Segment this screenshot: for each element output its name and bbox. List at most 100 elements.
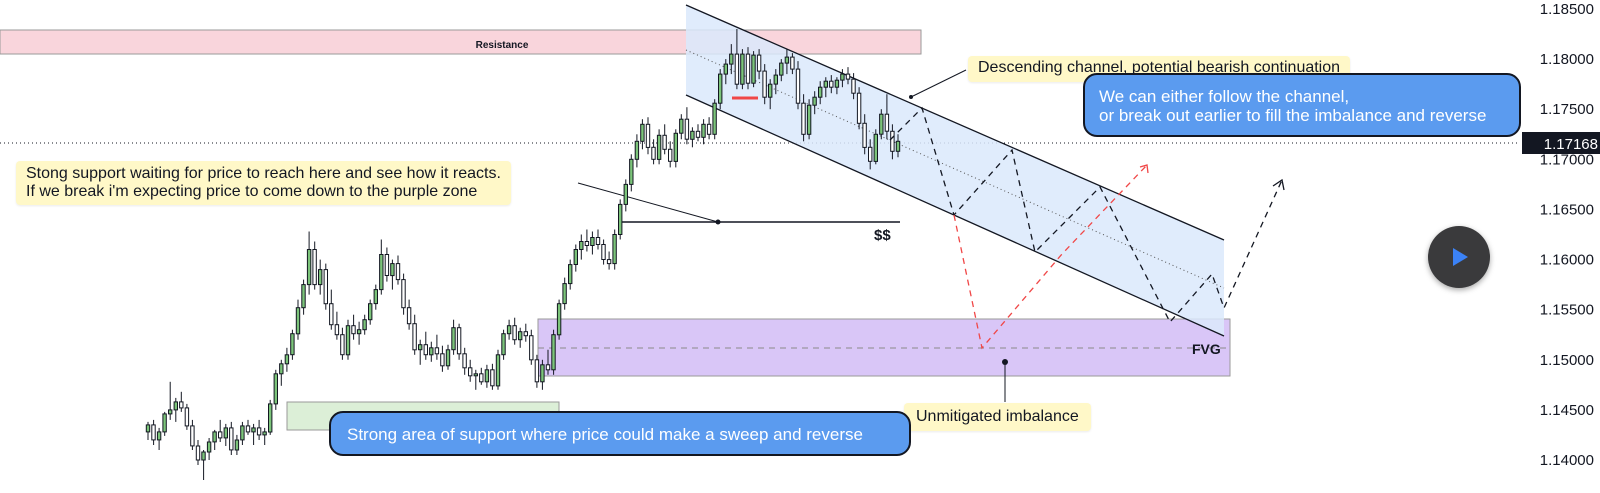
candle-bearish xyxy=(851,78,856,94)
candle-bearish xyxy=(734,53,740,85)
support-note-line1: Stong support waiting for price to reach… xyxy=(26,165,501,182)
channel-projection-path xyxy=(889,106,1283,324)
candle-bullish xyxy=(634,140,640,160)
candle-bearish xyxy=(462,353,467,369)
candle-bearish xyxy=(545,364,551,371)
candle-bullish xyxy=(623,183,628,205)
candle-bullish xyxy=(740,53,745,85)
price-axis[interactable]: 1.18500 1.18000 1.17500 1.17000 1.16500 1.160… xyxy=(1540,1,1594,469)
candle-bearish xyxy=(668,148,673,162)
candle-bearish xyxy=(423,344,429,356)
candle-bullish xyxy=(418,344,423,351)
candle-bullish xyxy=(373,289,379,305)
candle-bearish xyxy=(190,425,195,447)
candle-bearish xyxy=(606,259,612,265)
candle-bullish xyxy=(779,62,784,76)
candle-bearish xyxy=(490,369,495,387)
candle-bearish xyxy=(523,331,528,337)
channel-note-anchor xyxy=(909,95,913,99)
play-icon xyxy=(1453,248,1468,266)
candle-bearish xyxy=(384,254,390,276)
support-bubble: Strong area of support where price could… xyxy=(329,411,911,456)
price-tick-label: 1.15000 xyxy=(1540,352,1594,369)
candle-bullish xyxy=(251,427,256,433)
imbalance-note: Unmitigated imbalance xyxy=(904,403,1091,431)
candle-bearish xyxy=(868,146,873,162)
candle-bullish xyxy=(673,132,678,162)
candle-bearish xyxy=(795,68,801,104)
candle-bullish xyxy=(718,73,723,104)
candle-bearish xyxy=(801,102,806,135)
candle-bullish xyxy=(773,74,778,85)
candle-bearish xyxy=(529,335,534,361)
candle-bearish xyxy=(395,263,401,281)
candle-bearish xyxy=(334,324,340,336)
candle-bullish xyxy=(618,203,623,235)
channel-bubble-line1: We can either follow the channel, xyxy=(1099,87,1350,106)
candle-bearish xyxy=(434,347,440,355)
candle-bearish xyxy=(468,367,473,377)
candle-bullish xyxy=(540,364,545,383)
candle-bullish xyxy=(156,431,162,441)
candle-bearish xyxy=(601,244,606,260)
candle-bullish xyxy=(473,373,479,377)
candle-bullish xyxy=(834,79,840,88)
candle-bullish xyxy=(840,73,845,81)
candle-bearish xyxy=(856,92,862,124)
candle-bullish xyxy=(629,158,634,185)
candle-bullish xyxy=(729,53,734,65)
candle-bearish xyxy=(256,427,262,436)
candle-bullish xyxy=(873,133,878,162)
support-note-connector xyxy=(577,182,719,223)
descending-channel xyxy=(686,5,1224,336)
candle-bearish xyxy=(179,401,184,409)
channel-projection-arrowhead xyxy=(1272,178,1285,191)
candle-bullish xyxy=(284,354,290,365)
candle-bullish xyxy=(484,369,490,383)
candle-bullish xyxy=(712,102,717,135)
candle-bearish xyxy=(595,237,601,245)
candle-bearish xyxy=(151,424,156,441)
resistance-label: Resistance xyxy=(476,40,529,51)
support-note: Stong support waiting for price to reach… xyxy=(16,161,511,205)
candle-bullish xyxy=(518,331,523,341)
channel-lower-line xyxy=(685,94,1225,337)
candle-bearish xyxy=(534,359,540,383)
candle-bearish xyxy=(790,56,795,70)
price-tick-label: 1.14000 xyxy=(1540,452,1594,469)
candle-bullish xyxy=(823,80,828,88)
candle-bullish xyxy=(262,431,267,436)
breakout-projection-path xyxy=(953,164,1148,350)
candle-bearish xyxy=(845,73,851,80)
liquidity-label: $$ xyxy=(874,227,891,244)
candle-bearish xyxy=(479,373,484,383)
candle-bullish xyxy=(451,327,456,351)
channel-upper-line xyxy=(685,4,1225,241)
candle-bearish xyxy=(890,130,895,152)
candle-bullish xyxy=(145,424,151,433)
candle-bullish xyxy=(768,83,773,98)
candle-bearish xyxy=(184,407,190,427)
candle-bearish xyxy=(340,334,345,356)
play-button[interactable] xyxy=(1428,226,1490,288)
price-tick-label: 1.18000 xyxy=(1540,51,1594,68)
candle-bullish xyxy=(279,363,284,375)
candle-bearish xyxy=(329,303,334,326)
candle-bearish xyxy=(512,325,517,341)
channel-bubble: We can either follow the channel, or bre… xyxy=(1083,73,1521,137)
candle-bullish xyxy=(173,401,179,411)
price-tick-label: 1.15500 xyxy=(1540,302,1594,319)
candle-bearish xyxy=(456,327,462,355)
candle-bullish xyxy=(556,303,562,336)
support-note-line2: If we break i'm expecting price to come … xyxy=(26,183,478,200)
candle-bullish xyxy=(306,249,312,286)
candle-bullish xyxy=(368,303,373,321)
candle-bearish xyxy=(745,53,751,84)
candle-bullish xyxy=(390,263,395,277)
candle-bullish xyxy=(273,373,279,405)
candle-bullish xyxy=(723,63,728,75)
candle-bearish xyxy=(312,249,317,286)
candle-bearish xyxy=(412,323,417,351)
candle-bullish xyxy=(290,333,295,356)
candle-bullish xyxy=(562,283,567,305)
